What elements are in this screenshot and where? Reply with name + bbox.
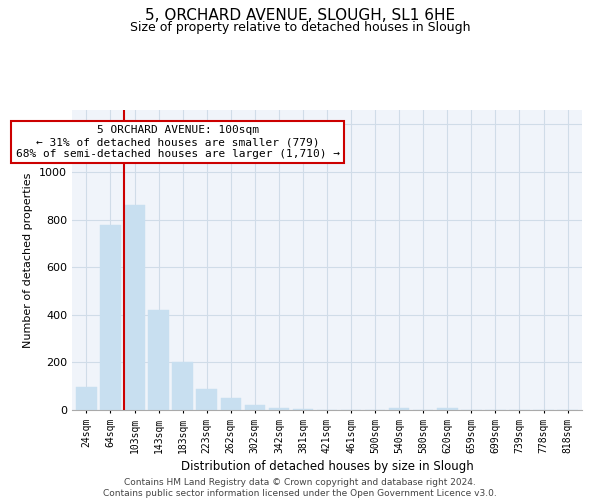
Text: 5 ORCHARD AVENUE: 100sqm
← 31% of detached houses are smaller (779)
68% of semi-: 5 ORCHARD AVENUE: 100sqm ← 31% of detach… xyxy=(16,126,340,158)
Bar xyxy=(76,388,97,410)
X-axis label: Distribution of detached houses by size in Slough: Distribution of detached houses by size … xyxy=(181,460,473,473)
Bar xyxy=(269,408,289,410)
Y-axis label: Number of detached properties: Number of detached properties xyxy=(23,172,34,348)
Bar xyxy=(437,408,458,410)
Text: Size of property relative to detached houses in Slough: Size of property relative to detached ho… xyxy=(130,21,470,34)
Bar xyxy=(148,310,169,410)
Bar xyxy=(124,205,145,410)
Bar xyxy=(100,224,121,410)
Bar xyxy=(196,389,217,410)
Text: Contains HM Land Registry data © Crown copyright and database right 2024.
Contai: Contains HM Land Registry data © Crown c… xyxy=(103,478,497,498)
Bar xyxy=(245,405,265,410)
Bar xyxy=(172,362,193,410)
Bar xyxy=(221,398,241,410)
Text: 5, ORCHARD AVENUE, SLOUGH, SL1 6HE: 5, ORCHARD AVENUE, SLOUGH, SL1 6HE xyxy=(145,8,455,22)
Bar xyxy=(389,408,409,410)
